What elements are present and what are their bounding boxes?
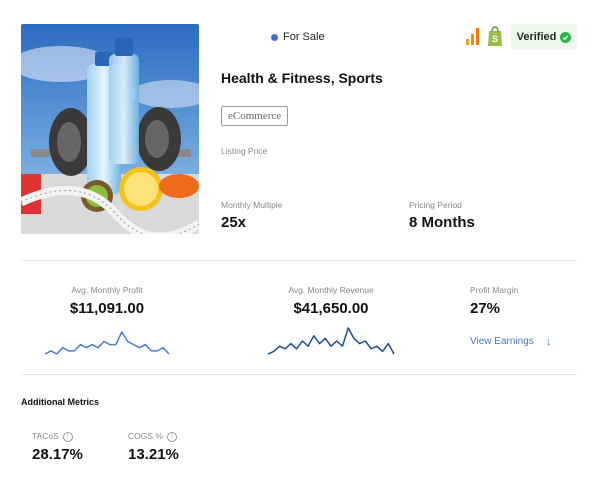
cogs-label-row: COGS % i [128,431,177,442]
listing-title: Health & Fitness, Sports [221,70,383,86]
status-dot-icon [271,33,278,41]
bar-chart-icon [466,28,480,50]
cogs-value: 13.21% [128,446,179,463]
tacos-label: TACoS [32,431,59,441]
profit-sparkline-line [44,331,170,355]
verified-label: Verified [516,31,557,43]
shopify-bag-icon: S [487,26,503,51]
monthly-multiple-label: Monthly Multiple [221,200,283,210]
listing-status: For Sale [271,31,325,43]
profit-margin-label: Profit Margin [470,285,519,295]
avg-profit-value: $11,091.00 [69,300,145,317]
revenue-sparkline [267,327,395,355]
pricing-period-value: 8 Months [409,214,475,231]
section-divider [21,374,577,375]
status-text: For Sale [283,31,325,43]
cogs-label: COGS % [128,431,163,441]
avg-revenue-value: $41,650.00 [293,300,369,317]
check-circle-icon [560,31,572,43]
profit-sparkline [44,331,170,355]
listing-image [21,24,199,234]
pricing-period-label: Pricing Period [409,200,462,210]
svg-text:S: S [492,34,498,44]
info-icon[interactable]: i [166,432,177,442]
monthly-multiple-value: 25x [221,214,247,231]
section-divider [21,260,577,261]
tacos-value: 28.17% [32,446,83,463]
revenue-sparkline-line [267,327,395,355]
listing-price-label: Listing Price [221,146,268,156]
profit-margin-value: 27% [470,300,501,317]
arrow-down-icon: ↓ [545,334,552,348]
view-earnings-link[interactable]: View Earnings ↓ [470,334,552,348]
view-earnings-label: View Earnings [470,335,534,347]
verified-badge: Verified [511,24,577,50]
avg-profit-label: Avg. Monthly Profit [71,285,143,295]
tacos-label-row: TACoS i [32,431,73,442]
additional-metrics-title: Additional Metrics [21,397,100,407]
avg-revenue-label: Avg. Monthly Revenue [288,285,374,295]
category-tag: eCommerce [221,106,289,126]
info-icon[interactable]: i [62,432,73,442]
